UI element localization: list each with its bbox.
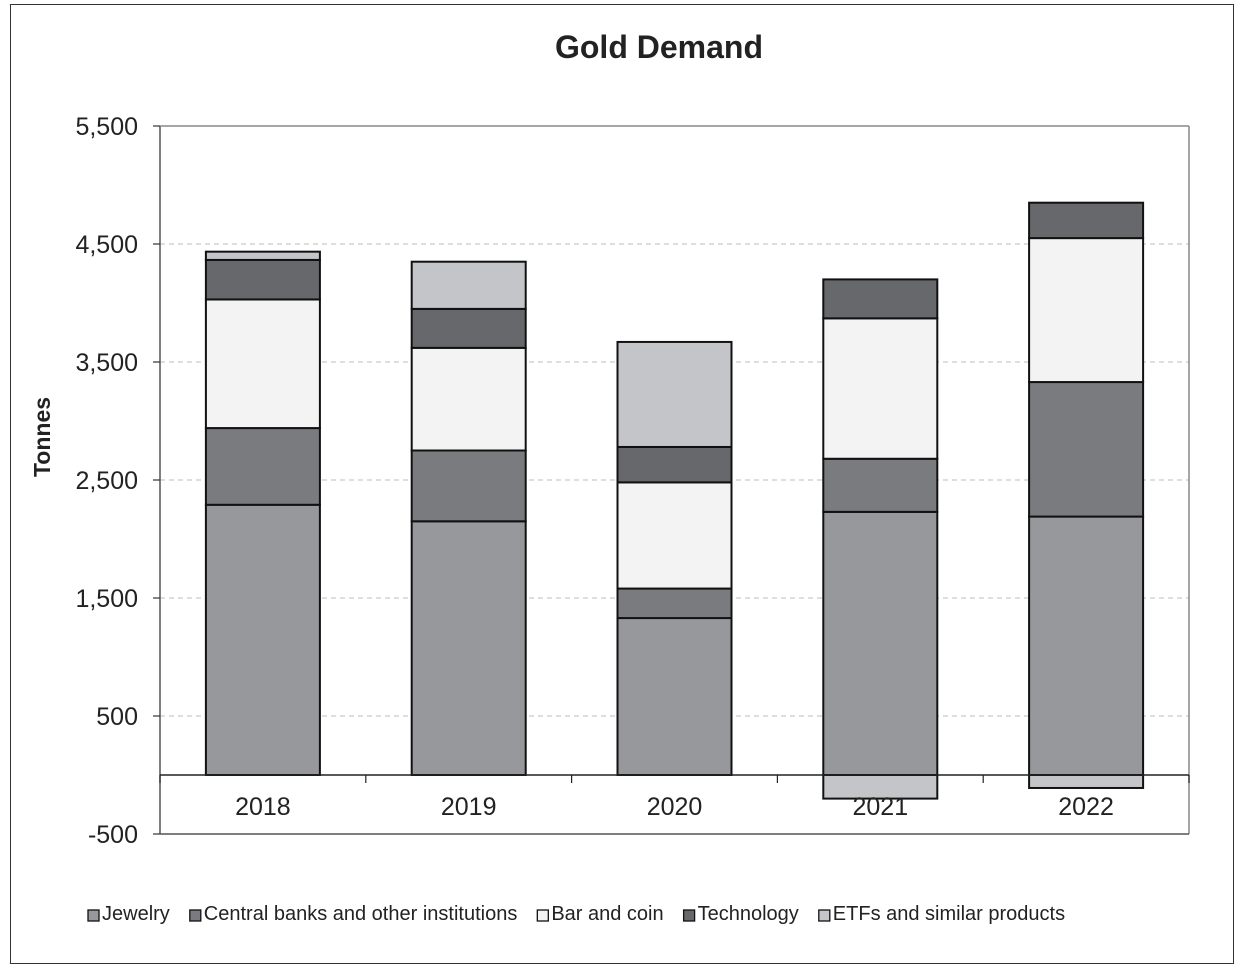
bar-segment [1028, 237, 1145, 384]
bar-segment [616, 587, 733, 620]
bar-segment [822, 278, 939, 320]
legend-swatch [818, 909, 831, 922]
legend-swatch [87, 909, 100, 922]
legend-item: Bar and coin [536, 903, 664, 925]
bar-segment [410, 346, 527, 452]
axes [153, 125, 1190, 835]
legend-label: Central banks and other institutions [204, 903, 518, 925]
bar-segment [822, 510, 939, 776]
bar-segment [204, 503, 321, 776]
bar-segment [616, 340, 733, 448]
bar-segment [822, 457, 939, 513]
bar-segment [1028, 381, 1145, 518]
y-axis-label: Tonnes [29, 397, 55, 477]
x-tick-label: 2022 [1058, 793, 1114, 821]
legend: Jewelry Central banks and other instituti… [87, 903, 1065, 925]
x-tick-label: 2018 [235, 793, 291, 821]
bar-segment [616, 617, 733, 776]
bar-segment [1028, 515, 1145, 777]
bar-segment [410, 307, 527, 349]
legend-label: Jewelry [102, 903, 170, 925]
x-tick-label: 2021 [852, 793, 908, 821]
legend-label: Bar and coin [551, 903, 663, 925]
chart-title: Gold Demand [555, 29, 763, 65]
bar-segment [410, 449, 527, 523]
y-tick-label: -500 [88, 821, 138, 849]
bar-segment [204, 298, 321, 430]
bar-segment [1028, 201, 1145, 240]
y-tick-label: 5,500 [75, 113, 138, 141]
legend-swatch [682, 909, 696, 922]
bar-segment [204, 258, 321, 301]
x-tick-labels: 2018 2019 2020 2021 2022 [235, 793, 1114, 821]
bar-segment [204, 427, 321, 506]
bar-segment [1028, 774, 1145, 789]
bar-segment [410, 520, 527, 776]
y-tick-label: 1,500 [75, 585, 138, 613]
x-tick-label: 2020 [647, 793, 703, 821]
y-tick-label: 2,500 [75, 467, 138, 495]
legend-label: ETFs and similar products [833, 903, 1065, 925]
legend-item: Jewelry [87, 903, 170, 925]
x-tick-label: 2019 [441, 793, 497, 821]
bar-segment [822, 317, 939, 460]
bars [204, 201, 1145, 800]
bar-segment [204, 250, 321, 261]
legend-item: ETFs and similar products [818, 903, 1065, 925]
legend-label: Technology [698, 903, 799, 925]
legend-item: Central banks and other institutions [189, 903, 518, 925]
legend-swatch [536, 909, 549, 922]
y-tick-label: 500 [96, 703, 138, 731]
y-tick-label: 4,500 [75, 231, 138, 259]
legend-swatch [189, 909, 202, 922]
bar-segment [616, 445, 733, 484]
bar-segment [616, 481, 733, 590]
legend-item: Technology [682, 903, 799, 925]
bar-segment [410, 260, 527, 310]
y-tick-label: 3,500 [75, 349, 138, 377]
y-tick-labels: -500 500 1,500 2,500 3,500 4,500 5,500 [75, 113, 138, 849]
